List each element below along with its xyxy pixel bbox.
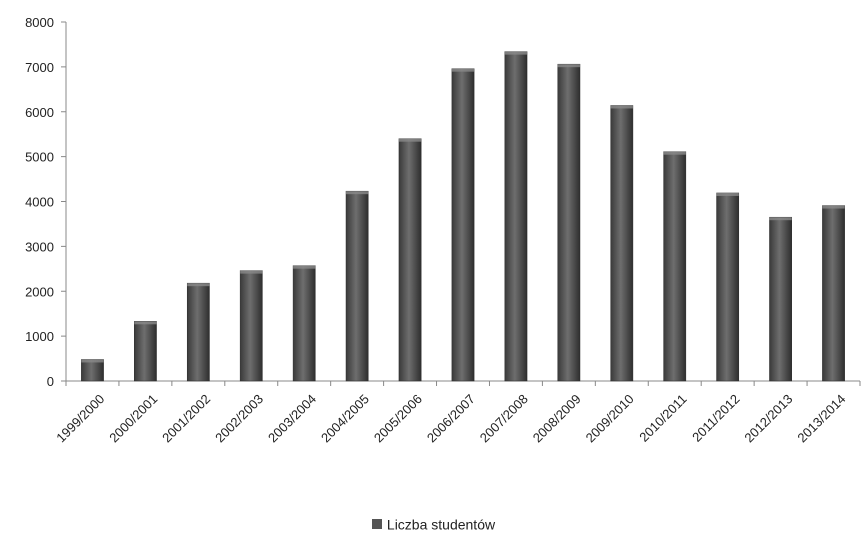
bar	[504, 51, 528, 382]
bar	[769, 216, 792, 382]
bar-top	[134, 321, 157, 325]
x-axis: 1999/20002000/20012001/20022002/20032003…	[53, 380, 861, 445]
bar	[81, 359, 104, 382]
bar	[822, 205, 845, 382]
x-tick-label: 2009/2010	[583, 391, 637, 445]
bar	[610, 105, 634, 382]
y-tick-label: 6000	[25, 105, 54, 120]
legend-label: Liczba studentów	[386, 516, 496, 533]
y-tick-label: 8000	[25, 15, 54, 30]
y-tick-label: 7000	[25, 60, 54, 75]
y-tick-label: 1000	[25, 329, 54, 344]
x-tick-label: 1999/2000	[53, 391, 107, 445]
bar-top	[822, 205, 845, 209]
x-tick-label: 2006/2007	[424, 391, 478, 445]
x-tick-label: 2000/2001	[106, 391, 160, 445]
legend-swatch	[371, 519, 382, 530]
bar-top	[610, 105, 633, 109]
x-tick-label: 2004/2005	[318, 391, 372, 445]
bar-top	[240, 270, 263, 274]
bar	[239, 270, 263, 382]
bar	[663, 151, 687, 382]
x-tick-label: 2005/2006	[371, 391, 425, 445]
bar-top	[504, 51, 528, 55]
y-tick-label: 0	[47, 374, 54, 389]
bar-top	[769, 217, 792, 221]
bar	[345, 190, 369, 382]
bar-top	[81, 359, 104, 363]
y-tick-label: 5000	[25, 150, 54, 165]
x-tick-label: 2012/2013	[741, 391, 795, 445]
legend: Liczba studentów	[0, 515, 867, 532]
y-axis: 0 1000 2000 3000 4000 5000 6000 7000 8000	[25, 15, 67, 389]
bar-top	[398, 138, 422, 142]
bar-top	[293, 265, 316, 269]
x-tick-label: 2008/2009	[530, 391, 584, 445]
y-tick-label: 2000	[25, 284, 54, 299]
bars	[81, 51, 845, 382]
bar	[451, 68, 475, 382]
bar	[186, 282, 210, 382]
x-tick-label: 2003/2004	[265, 391, 319, 445]
bar	[134, 321, 157, 382]
bar-top	[716, 192, 739, 196]
bar-top	[451, 68, 475, 72]
x-tick-label: 2013/2014	[794, 391, 848, 445]
y-tick-label: 4000	[25, 195, 54, 210]
x-tick-label: 2010/2011	[636, 391, 689, 444]
x-tick-label: 2001/2002	[159, 391, 213, 445]
x-tick-label: 2007/2008	[477, 391, 531, 445]
bar-top	[663, 151, 686, 155]
bar	[557, 63, 581, 382]
bar	[292, 265, 316, 382]
x-tick-label: 2011/2012	[689, 391, 742, 444]
bar-top	[346, 191, 369, 195]
bar	[398, 138, 422, 382]
x-tick-label: 2002/2003	[212, 391, 266, 445]
bar-top	[557, 64, 580, 68]
bar	[716, 192, 740, 382]
y-tick-label: 3000	[25, 239, 54, 254]
bar-top	[187, 283, 210, 287]
